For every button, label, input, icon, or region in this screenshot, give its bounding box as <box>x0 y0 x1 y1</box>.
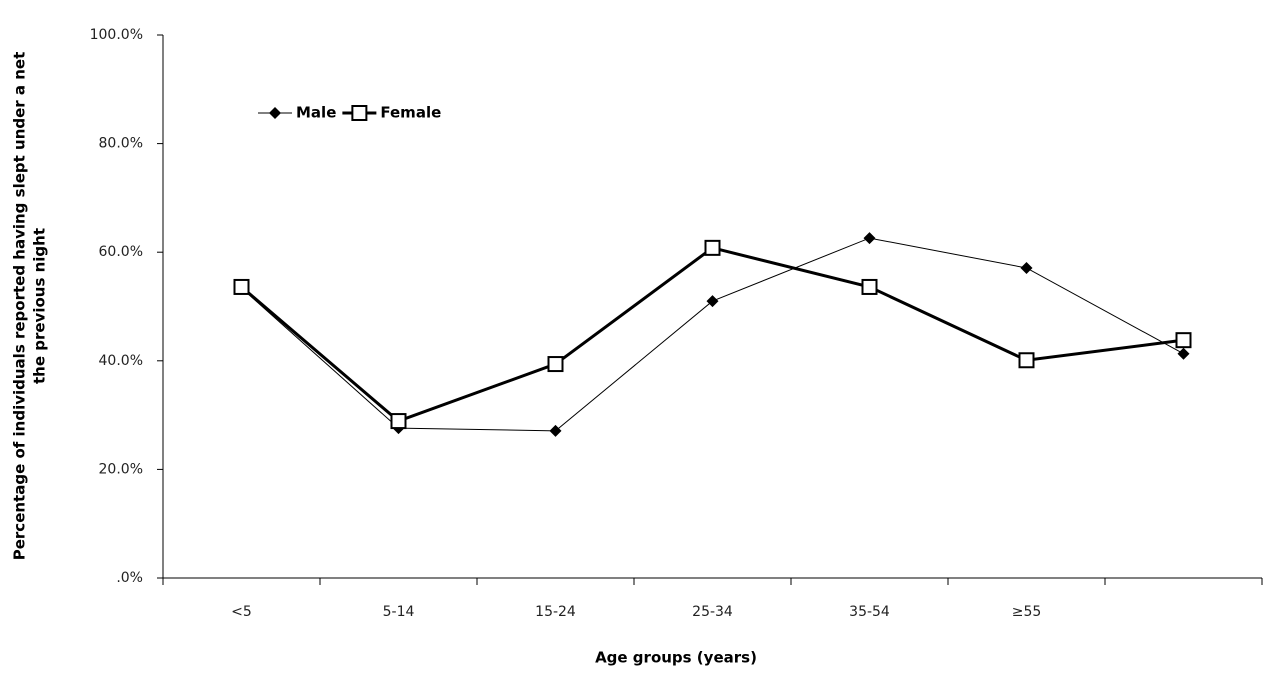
point <box>861 278 878 295</box>
point <box>704 239 721 256</box>
point <box>1020 261 1033 274</box>
y-tick-label: 100.0% <box>90 27 143 43</box>
legend-marker <box>351 105 368 121</box>
legend-label: Male <box>296 104 336 122</box>
y-axis-label: Percentage of individuals reported havin… <box>11 52 29 561</box>
x-tick-label: <5 <box>231 604 252 620</box>
x-tick-label: ≥55 <box>1012 604 1042 620</box>
point <box>549 424 562 437</box>
x-tick-label: 15-24 <box>535 604 576 620</box>
y-tick-label: 80.0% <box>99 136 143 152</box>
point <box>547 356 564 373</box>
point <box>390 413 407 430</box>
point <box>706 295 719 308</box>
legend-label: Female <box>380 104 441 122</box>
x-tick-label: 5-14 <box>383 604 415 620</box>
x-tick-label: 25-34 <box>692 604 733 620</box>
y-tick-label: .0% <box>116 570 143 586</box>
legend-marker <box>269 107 281 119</box>
point <box>233 278 250 295</box>
y-tick-label: 60.0% <box>99 244 143 260</box>
point <box>1177 347 1190 360</box>
x-tick-label: 35-54 <box>849 604 890 620</box>
point <box>863 232 876 245</box>
point <box>1175 332 1192 349</box>
series-line <box>240 246 1184 423</box>
y-tick-label: 20.0% <box>99 461 143 477</box>
y-axis-label: the previous night <box>31 228 49 384</box>
series-line <box>241 237 1184 432</box>
y-tick-label: 40.0% <box>99 353 143 369</box>
x-axis-label: Age groups (years) <box>595 649 757 667</box>
point <box>1018 352 1035 369</box>
